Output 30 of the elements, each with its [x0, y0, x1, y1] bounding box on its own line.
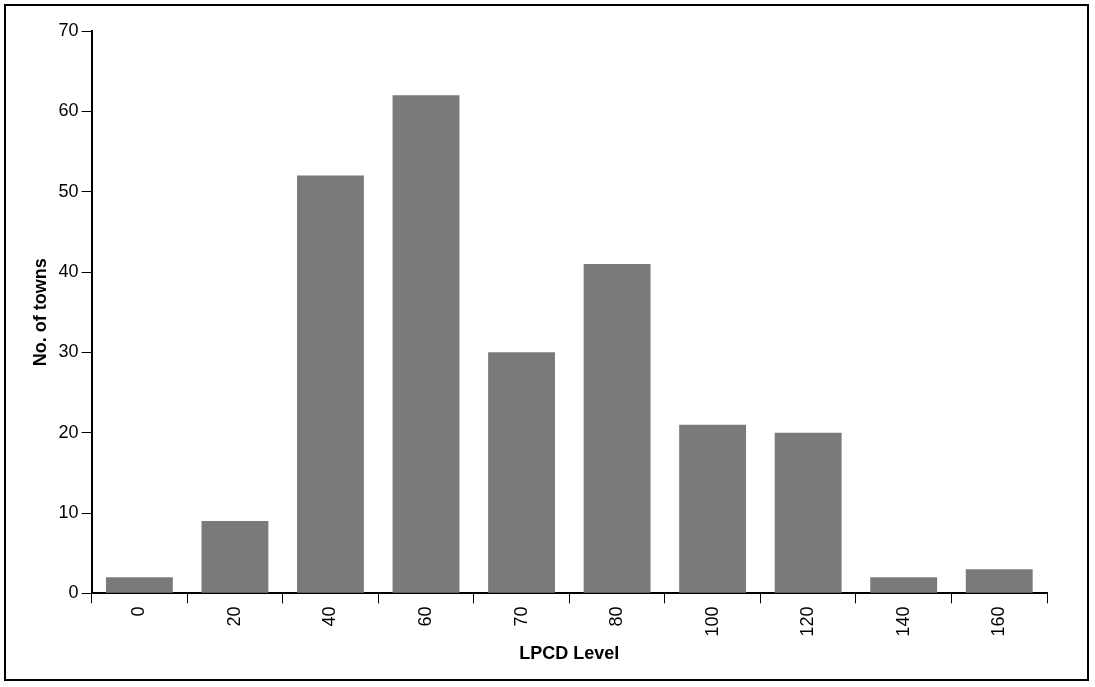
x-tick-label: 120 — [797, 606, 818, 637]
x-tick-label: 60 — [414, 606, 435, 627]
y-tick-label: 10 — [58, 502, 79, 522]
y-tick-label: 60 — [58, 100, 79, 121]
x-tick-label: 70 — [510, 606, 531, 627]
x-axis-title: LPCD Level — [519, 643, 620, 664]
x-tick-label: 80 — [606, 606, 627, 627]
bar — [105, 577, 173, 593]
bar — [870, 577, 938, 593]
y-tick-label: 70 — [58, 19, 79, 40]
bar — [488, 352, 555, 593]
x-tick-label: 0 — [128, 606, 149, 617]
x-tick-label: 100 — [701, 606, 722, 637]
bar — [201, 521, 269, 593]
x-tick-label: 40 — [319, 606, 340, 627]
x-tick-label: 140 — [892, 606, 913, 637]
bar — [583, 263, 651, 593]
y-tick-label: 20 — [58, 421, 79, 442]
x-tick-label: 20 — [223, 606, 244, 627]
bar — [679, 424, 747, 593]
bar — [297, 175, 364, 593]
y-tick-label: 40 — [58, 260, 79, 281]
y-tick-label: 50 — [58, 180, 79, 201]
x-tick-label: 160 — [988, 606, 1009, 637]
y-axis-title: No. of towns — [29, 258, 50, 367]
y-tick-label: 30 — [58, 341, 79, 362]
bar — [965, 569, 1033, 593]
y-tick-label: 0 — [68, 582, 79, 603]
bar — [392, 95, 460, 593]
bar — [774, 432, 842, 593]
